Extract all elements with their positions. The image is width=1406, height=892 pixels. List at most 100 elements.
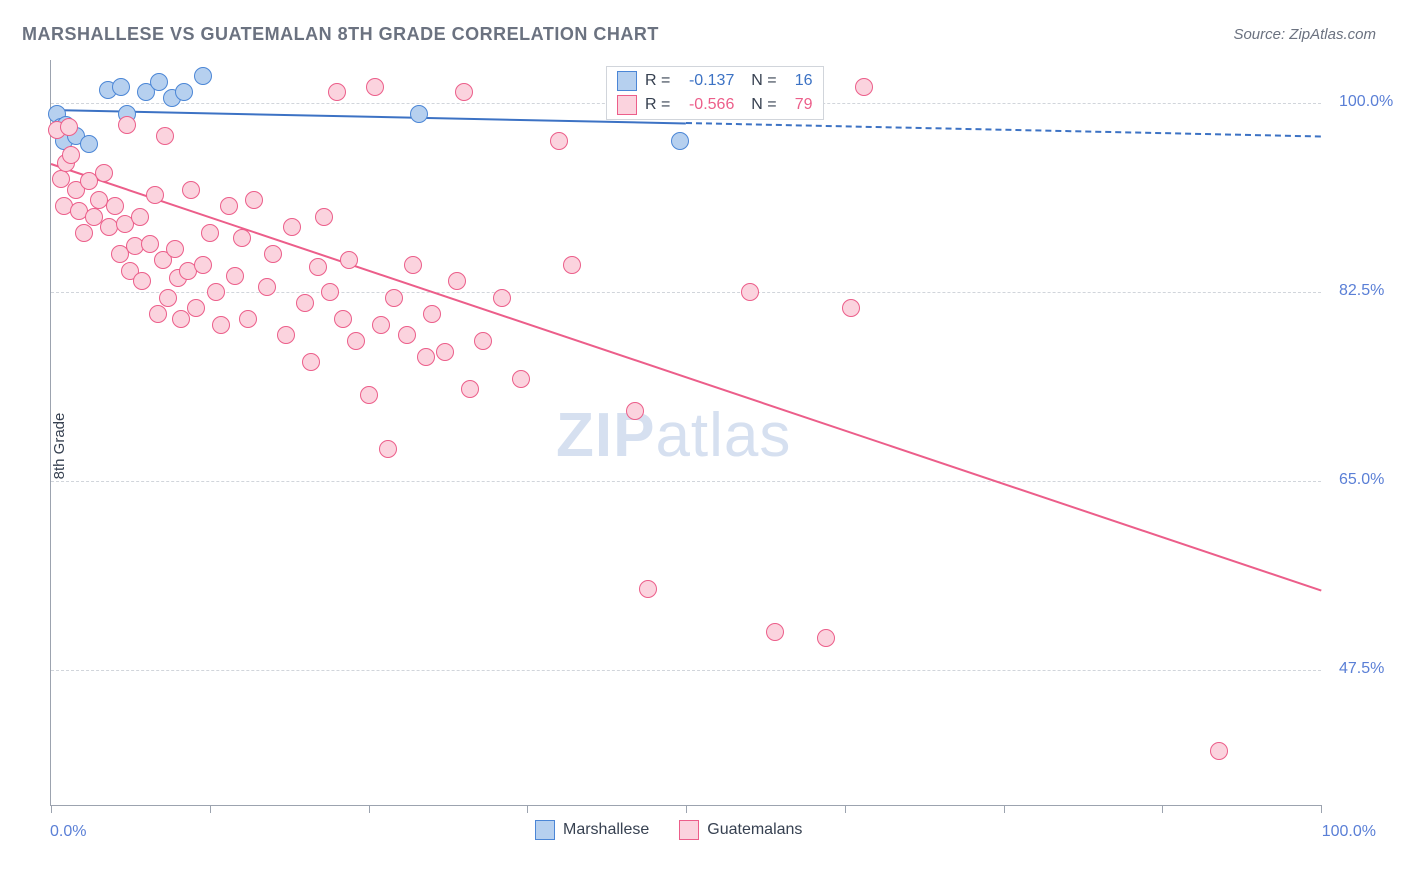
scatter-point	[398, 326, 416, 344]
x-tick	[686, 805, 687, 813]
scatter-point	[233, 229, 251, 247]
scatter-point	[309, 258, 327, 276]
y-tick-label: 47.5%	[1339, 660, 1384, 678]
scatter-point	[245, 191, 263, 209]
scatter-point	[166, 240, 184, 258]
scatter-point	[258, 278, 276, 296]
scatter-point	[131, 208, 149, 226]
scatter-point	[264, 245, 282, 263]
x-tick	[1321, 805, 1322, 813]
legend-n-label: N =	[742, 96, 776, 114]
scatter-point	[212, 316, 230, 334]
legend-swatch	[617, 95, 637, 115]
source-attribution: Source: ZipAtlas.com	[1233, 26, 1376, 43]
scatter-point	[226, 267, 244, 285]
scatter-point	[855, 78, 873, 96]
scatter-point	[302, 353, 320, 371]
scatter-point	[639, 580, 657, 598]
scatter-point	[493, 289, 511, 307]
y-tick-label: 100.0%	[1339, 93, 1393, 111]
scatter-point	[340, 251, 358, 269]
scatter-point	[172, 310, 190, 328]
scatter-point	[448, 272, 466, 290]
scatter-point	[75, 224, 93, 242]
scatter-point	[417, 348, 435, 366]
scatter-point	[1210, 742, 1228, 760]
scatter-point	[194, 67, 212, 85]
scatter-point	[187, 299, 205, 317]
x-tick	[51, 805, 52, 813]
legend-n-value: 16	[785, 72, 813, 90]
x-min-label: 0.0%	[50, 823, 86, 841]
legend-item: Guatemalans	[679, 820, 802, 840]
legend-n-value: 79	[785, 96, 813, 114]
scatter-point	[283, 218, 301, 236]
scatter-point	[201, 224, 219, 242]
legend-series-name: Guatemalans	[707, 821, 802, 839]
plot-area: ZIPatlas 47.5%65.0%82.5%100.0%R =-0.137 …	[50, 60, 1321, 806]
trend-line	[51, 109, 686, 124]
x-tick	[527, 805, 528, 813]
scatter-point	[146, 186, 164, 204]
scatter-point	[239, 310, 257, 328]
legend-r-value: -0.137	[678, 72, 734, 90]
x-tick	[369, 805, 370, 813]
x-max-label: 100.0%	[1322, 823, 1376, 841]
legend-n-label: N =	[742, 72, 776, 90]
scatter-point	[366, 78, 384, 96]
scatter-point	[133, 272, 151, 290]
legend-stats-row: R = -0.137 N = 16	[617, 71, 813, 91]
scatter-point	[817, 629, 835, 647]
scatter-point	[182, 181, 200, 199]
legend-r-value: -0.566	[678, 96, 734, 114]
x-tick	[845, 805, 846, 813]
gridline	[51, 670, 1321, 671]
scatter-point	[321, 283, 339, 301]
x-tick	[1162, 805, 1163, 813]
scatter-point	[766, 623, 784, 641]
scatter-point	[220, 197, 238, 215]
trend-line	[51, 163, 1322, 591]
watermark-light: atlas	[655, 401, 791, 470]
chart-title: MARSHALLESE VS GUATEMALAN 8TH GRADE CORR…	[22, 24, 659, 45]
legend-stats-row: R =-0.566 N =79	[617, 95, 813, 115]
scatter-point	[156, 127, 174, 145]
legend-swatch	[679, 820, 699, 840]
legend-stats: R = -0.137 N = 16R = -0.566 N = 79	[606, 66, 824, 120]
scatter-point	[328, 83, 346, 101]
scatter-point	[60, 118, 78, 136]
scatter-point	[175, 83, 193, 101]
scatter-point	[372, 316, 390, 334]
scatter-point	[62, 146, 80, 164]
legend-bottom: MarshalleseGuatemalans	[535, 820, 802, 840]
legend-r-label: R =	[645, 72, 670, 90]
scatter-point	[474, 332, 492, 350]
scatter-point	[95, 164, 113, 182]
scatter-point	[277, 326, 295, 344]
chart-container: MARSHALLESE VS GUATEMALAN 8TH GRADE CORR…	[0, 0, 1406, 892]
scatter-point	[360, 386, 378, 404]
trend-line-dashed	[686, 122, 1321, 137]
y-tick-label: 82.5%	[1339, 282, 1384, 300]
scatter-point	[671, 132, 689, 150]
gridline	[51, 481, 1321, 482]
scatter-point	[150, 73, 168, 91]
scatter-point	[334, 310, 352, 328]
scatter-point	[315, 208, 333, 226]
scatter-point	[149, 305, 167, 323]
legend-swatch	[617, 71, 637, 91]
scatter-point	[436, 343, 454, 361]
scatter-point	[106, 197, 124, 215]
scatter-point	[207, 283, 225, 301]
scatter-point	[159, 289, 177, 307]
x-tick	[1004, 805, 1005, 813]
scatter-point	[404, 256, 422, 274]
gridline	[51, 292, 1321, 293]
scatter-point	[118, 116, 136, 134]
x-tick	[210, 805, 211, 813]
scatter-point	[512, 370, 530, 388]
scatter-point	[410, 105, 428, 123]
scatter-point	[112, 78, 130, 96]
scatter-point	[379, 440, 397, 458]
scatter-point	[626, 402, 644, 420]
